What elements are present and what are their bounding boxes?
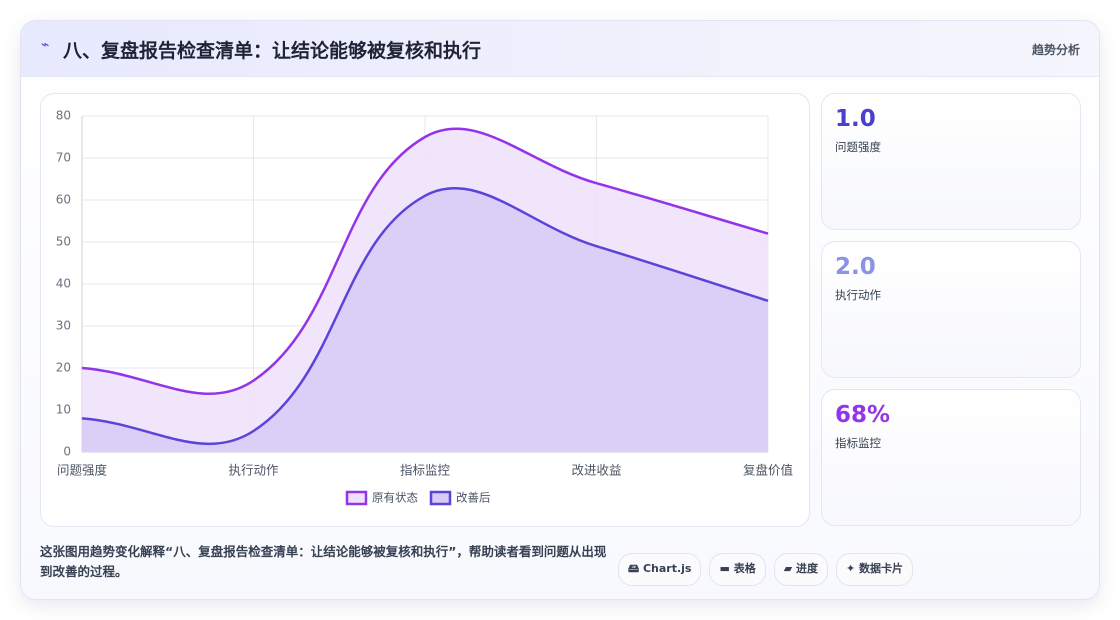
- x-tick-label: 改进收益: [571, 463, 621, 478]
- stat-card: 1.0 问题强度: [821, 93, 1081, 230]
- tag-label: Chart.js: [642, 562, 692, 575]
- header-tag: 趋势分析: [1031, 43, 1080, 57]
- description: 这张图用趋势变化解释“八、复盘报告检查清单：让结论能够被复核和执行”，帮助读者看…: [40, 544, 607, 579]
- tag-pill: 🖴 Chart.js: [618, 553, 702, 586]
- x-tick-label: 指标监控: [400, 463, 451, 478]
- y-tick-label: 30: [56, 319, 71, 333]
- series-line: [81, 186, 769, 446]
- header: ⌁ 八、复盘报告检查清单：让结论能够被复核和执行 趋势分析: [21, 21, 1099, 77]
- header-icon: ⌁: [41, 37, 50, 53]
- stat-value: 1.0: [835, 106, 876, 132]
- x-tick-label: 问题强度: [57, 463, 108, 478]
- stat-label: 指标监控: [835, 436, 881, 450]
- legend-swatch: [345, 490, 368, 506]
- tags: 🖴 Chart.js ▬ 表格 ▰ 进度 ✦ 数据卡片: [618, 553, 914, 586]
- x-tick-label: 复盘价值: [743, 463, 793, 478]
- stat-value: 2.0: [835, 254, 876, 280]
- tag-pill: ▰ 进度: [773, 553, 828, 586]
- legend-label: 原有状态: [372, 491, 418, 505]
- tag-icon: ✦: [846, 562, 860, 575]
- series-line: [81, 127, 769, 395]
- chart: 0 10 20 30 40 50 60 70 80 问题强度 执行动作 指标监控 改进收益 复盘价值原有状…: [56, 109, 793, 506]
- stat-label: 执行动作: [835, 288, 881, 302]
- y-tick-label: 20: [56, 361, 71, 375]
- tag-label: 表格: [733, 562, 756, 575]
- y-tick-label: 40: [56, 277, 71, 291]
- tag-icon: 🖴: [628, 562, 643, 575]
- stat-card: 68% 指标监控: [821, 389, 1081, 526]
- y-tick-label: 60: [56, 193, 71, 207]
- y-tick-label: 70: [56, 151, 71, 165]
- legend-swatch: [429, 490, 452, 506]
- y-tick-label: 10: [56, 403, 71, 417]
- tag-label: 进度: [796, 562, 818, 575]
- tag-label: 数据卡片: [859, 562, 904, 575]
- stat-value: 68%: [835, 402, 891, 428]
- y-tick-label: 80: [56, 109, 71, 123]
- stat-label: 问题强度: [835, 140, 881, 154]
- legend-label: 改善后: [456, 491, 491, 505]
- report-card: ⌁ 八、复盘报告检查清单：让结论能够被复核和执行 趋势分析 0 10 20 30 40 5…: [20, 20, 1100, 600]
- tag-icon: ▰: [783, 562, 796, 575]
- header-title: 八、复盘报告检查清单：让结论能够被复核和执行: [63, 40, 482, 62]
- tag-icon: ▬: [719, 562, 734, 575]
- chart-panel: 0 10 20 30 40 50 60 70 80 问题强度 执行动作 指标监控 改进收益 复盘价值原有状…: [40, 93, 810, 527]
- y-tick-label: 0: [63, 445, 71, 459]
- x-tick-label: 执行动作: [228, 463, 279, 478]
- series-area: [82, 188, 768, 452]
- y-tick-label: 50: [56, 235, 71, 249]
- stat-card: 2.0 执行动作: [821, 241, 1081, 378]
- tag-pill: ✦ 数据卡片: [836, 553, 914, 586]
- tag-pill: ▬ 表格: [709, 553, 766, 586]
